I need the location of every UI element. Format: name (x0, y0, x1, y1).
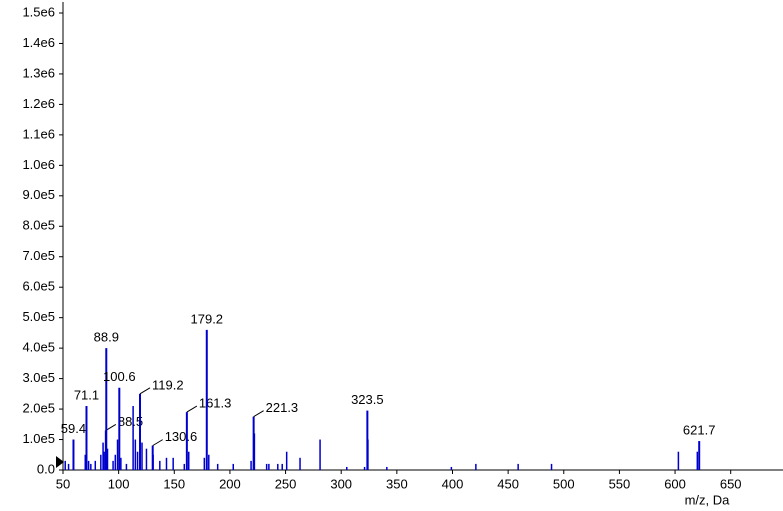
peak-label: 221.3 (266, 400, 299, 415)
y-tick-label: 3.0e5 (22, 370, 55, 385)
x-tick-label: 100 (108, 476, 130, 491)
y-tick-label: 1.4e6 (22, 35, 55, 50)
x-tick-label: 400 (442, 476, 464, 491)
x-tick-label: 200 (219, 476, 241, 491)
marker (56, 456, 64, 468)
leader-line (186, 405, 198, 413)
leader-line (253, 410, 264, 418)
x-tick-label: 150 (163, 476, 185, 491)
y-tick-label: 6.0e5 (22, 279, 55, 294)
peak-label: 100.6 (103, 369, 136, 384)
peak-label: 130.6 (165, 429, 198, 444)
y-tick-label: 1.5e6 (22, 4, 55, 19)
y-tick-label: 1.1e6 (22, 126, 55, 141)
x-tick-label: 300 (330, 476, 352, 491)
x-tick-label: 500 (553, 476, 575, 491)
peak-label: 621.7 (683, 422, 716, 437)
y-tick-label: 1.2e6 (22, 96, 55, 111)
leader-line (139, 387, 151, 395)
y-tick-label: 4.0e5 (22, 340, 55, 355)
leader-line (105, 423, 117, 431)
x-tick-label: 650 (720, 476, 742, 491)
x-tick-label: 250 (275, 476, 297, 491)
peak-label: 59.4 (61, 421, 86, 436)
y-tick-label: 0.0 (37, 461, 55, 476)
y-tick-label: 9.0e5 (22, 187, 55, 202)
x-tick-label: 450 (497, 476, 519, 491)
y-tick-label: 1.0e5 (22, 431, 55, 446)
x-tick-label: 50 (56, 476, 70, 491)
peak-label: 119.2 (152, 377, 184, 392)
peak-label: 323.5 (351, 392, 384, 407)
x-tick-label: 550 (609, 476, 631, 491)
y-tick-label: 5.0e5 (22, 309, 55, 324)
peak-label: 161.3 (199, 396, 232, 411)
peak-label: 179.2 (191, 311, 224, 326)
leader-line (152, 439, 163, 447)
peak-label: 71.1 (74, 387, 99, 402)
peak-label: 88.5 (118, 414, 143, 429)
y-tick-label: 1.0e6 (22, 157, 55, 172)
x-tick-label: 600 (664, 476, 686, 491)
x-axis-label: m/z, Da (685, 492, 731, 507)
peak-label: 88.9 (94, 330, 119, 345)
y-tick-label: 2.0e5 (22, 401, 55, 416)
x-tick-label: 350 (386, 476, 408, 491)
y-tick-label: 8.0e5 (22, 218, 55, 233)
y-tick-label: 1.3e6 (22, 65, 55, 80)
y-tick-label: 7.0e5 (22, 248, 55, 263)
